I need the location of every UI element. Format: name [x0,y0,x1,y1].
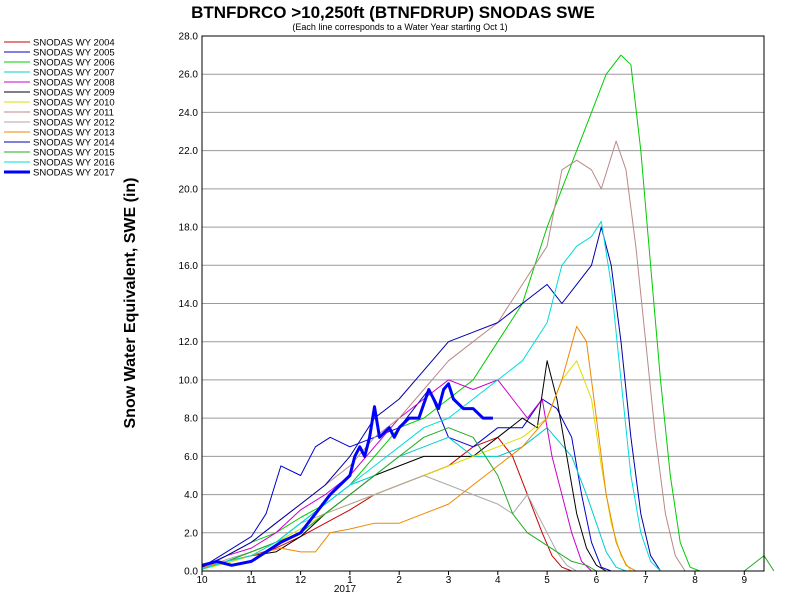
y-tick-label: 10.0 [179,375,199,386]
legend-entry: SNODAS WY 2005 [33,48,115,59]
series-layer [201,54,775,572]
legend-entry: SNODAS WY 2016 [33,158,115,169]
y-tick-label: 26.0 [179,70,199,81]
y-tick-label: 28.0 [179,32,199,43]
y-tick-label: 24.0 [179,108,199,119]
legend-entry: SNODAS WY 2010 [33,98,115,109]
x-tick-label: 3 [446,575,452,586]
x-year-label: 2017 [334,584,357,595]
series-line-5 [201,379,592,572]
x-tick-label: 8 [692,575,698,586]
series-line-11 [201,226,661,572]
legend-entry: SNODAS WY 2013 [33,128,115,139]
y-axis-ticks: 0.0 2.0 4.0 6.0 8.0 10.0 12.0 14.0 16.0 18.0 20.0 2… [179,32,199,578]
y-tick-label: 12.0 [179,337,199,348]
x-tick-label: 10 [196,575,208,586]
legend-entry: SNODAS WY 2014 [33,138,115,149]
x-tick-label: 4 [495,575,501,586]
x-tick-label: 2 [396,575,402,586]
y-tick-label: 8.0 [184,414,198,425]
y-axis-label: Snow Water Equivalent, SWE (in) [122,178,139,429]
plot-grid [202,73,764,534]
x-tick-label: 7 [643,575,649,586]
x-tick-label: 6 [594,575,600,586]
series-line-4 [201,427,627,572]
legend-entry: SNODAS WY 2012 [33,118,115,129]
y-tick-label: 4.0 [184,490,198,501]
series-line-13 [201,220,661,572]
legend-entry: SNODAS WY 2015 [33,148,115,159]
y-tick-label: 22.0 [179,146,199,157]
x-tick-label: 9 [741,575,747,586]
y-tick-label: 16.0 [179,261,199,272]
x-tick-label: 5 [544,575,550,586]
series-line-2 [201,389,612,572]
legend-entry: SNODAS WY 2011 [33,108,114,119]
series-line-1 [201,436,572,572]
legend-entry: SNODAS WY 2004 [33,38,115,49]
series-line-10 [201,325,637,572]
legend-entry: SNODAS WY 2007 [33,68,115,79]
y-tick-label: 2.0 [184,528,198,539]
series-line-6 [201,360,607,572]
x-tick-label: 11 [246,575,257,586]
legend-entry: SNODAS WY 2009 [33,88,115,99]
chart-title: BTNFDRCO >10,250ft (BTNFDRUP) SNODAS SWE [191,3,595,22]
x-axis-ticks: 10 11 12 1 2 3 4 5 6 7 8 9 [196,571,747,586]
x-tick-label: 1 [347,575,353,586]
series-line-3 [201,54,701,572]
y-tick-label: 14.0 [179,299,199,310]
legend-entry: SNODAS WY 2017 [33,168,115,179]
y-tick-label: 0.0 [184,567,198,578]
series-line-7 [201,360,632,572]
chart-subtitle: (Each line corresponds to a Water Year s… [292,22,507,32]
x-tick-label: 12 [295,575,307,586]
y-tick-label: 6.0 [184,452,198,463]
legend-entry: SNODAS WY 2006 [33,58,115,69]
plot-frame [201,35,765,572]
y-tick-label: 20.0 [179,184,199,195]
series-line-14 [201,382,493,567]
y-tick-label: 18.0 [179,223,199,234]
legend-entry: SNODAS WY 2008 [33,78,115,89]
